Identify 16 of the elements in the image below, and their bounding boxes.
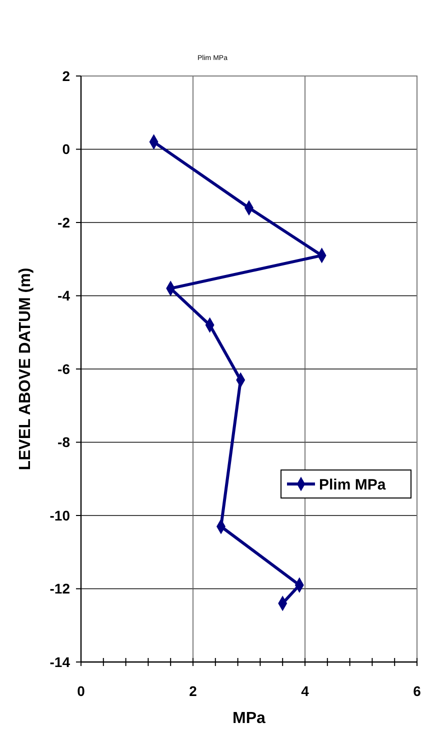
- y-tick-label: -8: [58, 434, 70, 450]
- y-axis-title: LEVEL ABOVE DATUM (m): [17, 268, 34, 470]
- y-tick-label: -2: [58, 214, 70, 230]
- y-tick-label: -14: [50, 654, 70, 670]
- y-tick-label: 0: [62, 141, 70, 158]
- x-tick-label: 6: [413, 683, 422, 699]
- x-axis-title: MPa: [232, 710, 266, 727]
- y-tick-label: -4: [58, 288, 70, 304]
- y-tick-label: -6: [58, 360, 70, 377]
- x-tick-label: 4: [301, 683, 310, 699]
- x-tick-label: 2: [189, 683, 198, 699]
- y-tick-label: -10: [50, 507, 70, 524]
- y-tick-label: 2: [62, 68, 70, 84]
- y-tick-label: -12: [50, 580, 70, 597]
- legend-label: Plim MPa: [319, 476, 386, 494]
- x-tick-label: 0: [77, 683, 86, 699]
